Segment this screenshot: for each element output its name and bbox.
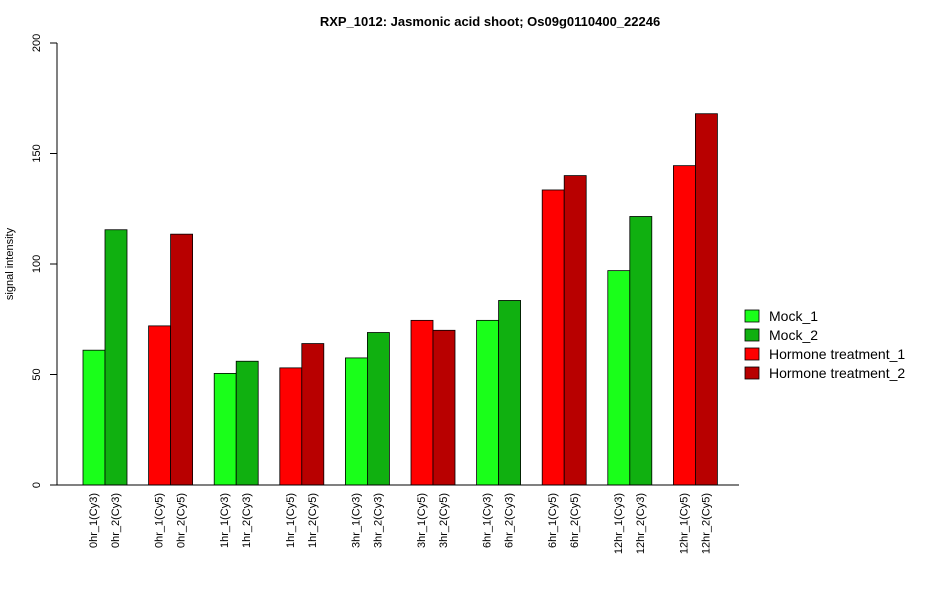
chart-title: RXP_1012: Jasmonic acid shoot; Os09g0110…	[320, 14, 660, 29]
legend-swatch	[744, 328, 760, 342]
bar	[279, 367, 303, 486]
legend-label: Hormone treatment_2	[769, 365, 905, 381]
legend: Mock_1 Mock_2 Hormone treatment_1 Hormone t…	[744, 308, 905, 381]
legend-label: Mock_2	[769, 327, 818, 343]
x-tick-label: 12hr_2(Cy3)	[635, 493, 647, 554]
x-tick-labels: 0hr_1(Cy3) 0hr_2(Cy3) 0hr_1(Cy5) 0hr_2(Cy5)…	[88, 493, 712, 554]
x-tick-label: 0hr_2(Cy3)	[110, 493, 122, 548]
bar	[629, 216, 653, 486]
bar	[235, 360, 259, 486]
x-tick-label: 1hr_2(Cy5)	[307, 493, 319, 548]
bar	[410, 319, 434, 486]
legend-swatch	[744, 309, 760, 323]
bar	[476, 319, 500, 486]
bar	[498, 300, 522, 486]
bar	[366, 332, 390, 486]
bar	[432, 329, 456, 486]
legend-swatch	[744, 347, 760, 361]
bar	[301, 343, 325, 486]
bar	[673, 165, 696, 486]
bar	[170, 233, 194, 486]
x-tick-label: 6hr_1(Cy5)	[547, 493, 559, 548]
x-tick-label: 3hr_2(Cy5)	[438, 493, 450, 548]
y-tick-label: 150	[31, 144, 43, 162]
bar	[148, 325, 172, 486]
x-tick-label: 0hr_1(Cy5)	[154, 493, 166, 548]
bars	[82, 113, 718, 486]
y-tick-label: 50	[31, 368, 43, 380]
y-axis-label: signal intensity	[4, 227, 16, 300]
x-tick-label: 3hr_1(Cy3)	[350, 493, 362, 548]
bar	[607, 270, 631, 486]
legend-label: Mock_1	[769, 308, 818, 324]
x-tick-label: 12hr_1(Cy5)	[678, 493, 690, 554]
x-tick-label: 12hr_1(Cy3)	[613, 493, 625, 554]
x-tick-label: 0hr_1(Cy3)	[88, 493, 100, 548]
x-tick-label: 6hr_2(Cy3)	[504, 493, 516, 548]
x-tick-label: 3hr_2(Cy3)	[372, 493, 384, 548]
y-axis: 0 50 100 150 200	[31, 34, 58, 488]
legend-swatch	[744, 366, 760, 380]
bar	[82, 349, 106, 486]
x-tick-label: 6hr_2(Cy5)	[569, 493, 581, 548]
x-tick-label: 1hr_2(Cy3)	[241, 493, 253, 548]
bar	[541, 189, 565, 486]
y-tick-label: 100	[31, 255, 43, 273]
x-tick-label: 3hr_1(Cy5)	[416, 493, 428, 548]
x-tick-label: 6hr_1(Cy3)	[482, 493, 494, 548]
bar	[695, 113, 718, 486]
x-tick-label: 12hr_2(Cy5)	[700, 493, 712, 554]
bar	[213, 372, 237, 486]
bar	[104, 229, 128, 486]
legend-label: Hormone treatment_1	[769, 346, 905, 362]
y-tick-label: 200	[31, 34, 43, 52]
x-tick-label: 1hr_1(Cy5)	[285, 493, 297, 548]
y-tick-label: 0	[31, 482, 43, 488]
x-tick-label: 0hr_2(Cy5)	[176, 493, 188, 548]
bar	[563, 175, 587, 486]
bar	[344, 357, 368, 486]
x-tick-label: 1hr_1(Cy3)	[219, 493, 231, 548]
